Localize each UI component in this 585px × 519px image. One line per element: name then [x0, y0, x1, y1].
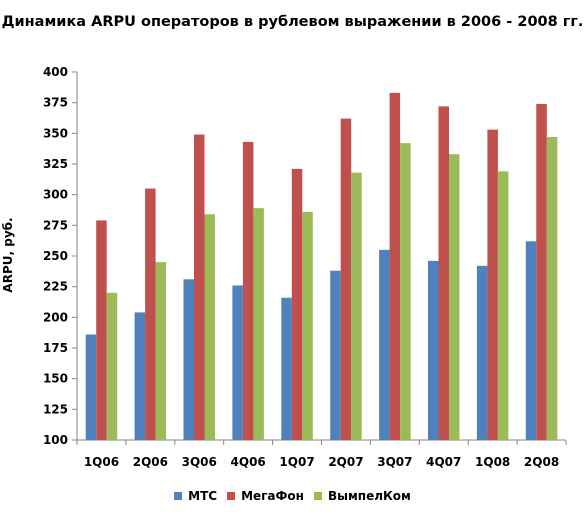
x-tick-label: 2Q06 — [133, 455, 168, 469]
legend-label: МТС — [188, 489, 218, 503]
bar-МегаФон-1Q08 — [487, 129, 498, 441]
bar-МегаФон-2Q07 — [340, 118, 352, 440]
x-tick-label: 2Q07 — [328, 455, 363, 469]
bar-МТС-4Q07 — [428, 260, 439, 440]
x-tick-label: 4Q06 — [231, 455, 266, 469]
bar-МТС-1Q08 — [476, 265, 488, 440]
y-axis-label: ARPU, руб. — [1, 217, 15, 293]
bar-ВымпелКом-1Q08 — [497, 171, 509, 441]
y-tick-label: 200 — [43, 310, 68, 324]
bar-МТС-3Q07 — [379, 249, 390, 440]
y-tick-label: 150 — [43, 372, 68, 386]
y-tick-label: 350 — [43, 126, 68, 140]
legend-swatch — [227, 492, 236, 500]
bar-ВымпелКом-2Q07 — [351, 172, 362, 440]
y-tick-label: 375 — [43, 96, 68, 110]
x-tick-label: 1Q08 — [475, 455, 510, 469]
bar-МегаФон-1Q07 — [291, 168, 303, 440]
x-tick-label: 3Q07 — [377, 455, 412, 469]
bar-МТС-1Q06 — [85, 334, 97, 440]
bar-МТС-4Q06 — [232, 285, 243, 440]
bar-ВымпелКом-4Q07 — [449, 154, 460, 441]
bar-МегаФон-3Q06 — [194, 134, 205, 440]
y-tick-label: 225 — [43, 280, 68, 294]
x-tick-label: 2Q08 — [524, 455, 559, 469]
y-tick-label: 325 — [43, 157, 68, 171]
bar-МегаФон-3Q07 — [389, 92, 401, 440]
bar-ВымпелКом-2Q06 — [155, 262, 167, 440]
y-tick-label: 400 — [43, 65, 68, 79]
bar-МТС-2Q08 — [525, 241, 537, 440]
bar-МТС-2Q06 — [134, 312, 146, 440]
y-tick-label: 100 — [43, 433, 68, 447]
bar-МегаФон-4Q06 — [242, 141, 254, 441]
y-tick-label: 300 — [43, 188, 68, 202]
bar-МТС-2Q07 — [330, 270, 341, 440]
chart-title: Динамика ARPU операторов в рублевом выра… — [1, 14, 584, 30]
bar-МегаФон-4Q07 — [438, 106, 449, 440]
bar-ВымпелКом-3Q06 — [204, 214, 215, 440]
y-tick-label: 275 — [43, 218, 68, 232]
bar-ВымпелКом-2Q08 — [546, 137, 558, 440]
y-tick-label: 175 — [43, 341, 68, 355]
legend-item: МегаФон — [227, 489, 304, 503]
x-tick-label: 1Q06 — [84, 455, 119, 469]
legend-label: ВымпелКом — [327, 489, 411, 503]
x-tick-label: 3Q06 — [182, 455, 217, 469]
bar-МТС-3Q06 — [183, 279, 194, 440]
legend-swatch — [313, 492, 322, 500]
legend-swatch — [174, 492, 183, 500]
bar-ВымпелКом-1Q07 — [302, 211, 313, 440]
legend: МТС МегаФон ВымпелКом — [0, 489, 585, 503]
bar-МТС-1Q07 — [281, 297, 292, 440]
y-tick-label: 250 — [43, 249, 68, 263]
bar-ВымпелКом-3Q07 — [400, 143, 411, 440]
legend-item: МТС — [174, 489, 217, 503]
y-tick-label: 125 — [43, 402, 68, 416]
x-tick-label: 1Q07 — [279, 455, 314, 469]
bar-ВымпелКом-4Q06 — [253, 208, 264, 440]
bar-МегаФон-2Q06 — [145, 188, 156, 440]
bar-МегаФон-2Q08 — [536, 103, 547, 440]
bar-МегаФон-1Q06 — [96, 220, 107, 440]
x-tick-label: 4Q07 — [426, 455, 461, 469]
legend-item: ВымпелКом — [313, 489, 411, 503]
legend-label: МегаФон — [241, 489, 304, 503]
bar-ВымпелКом-1Q06 — [106, 292, 118, 440]
